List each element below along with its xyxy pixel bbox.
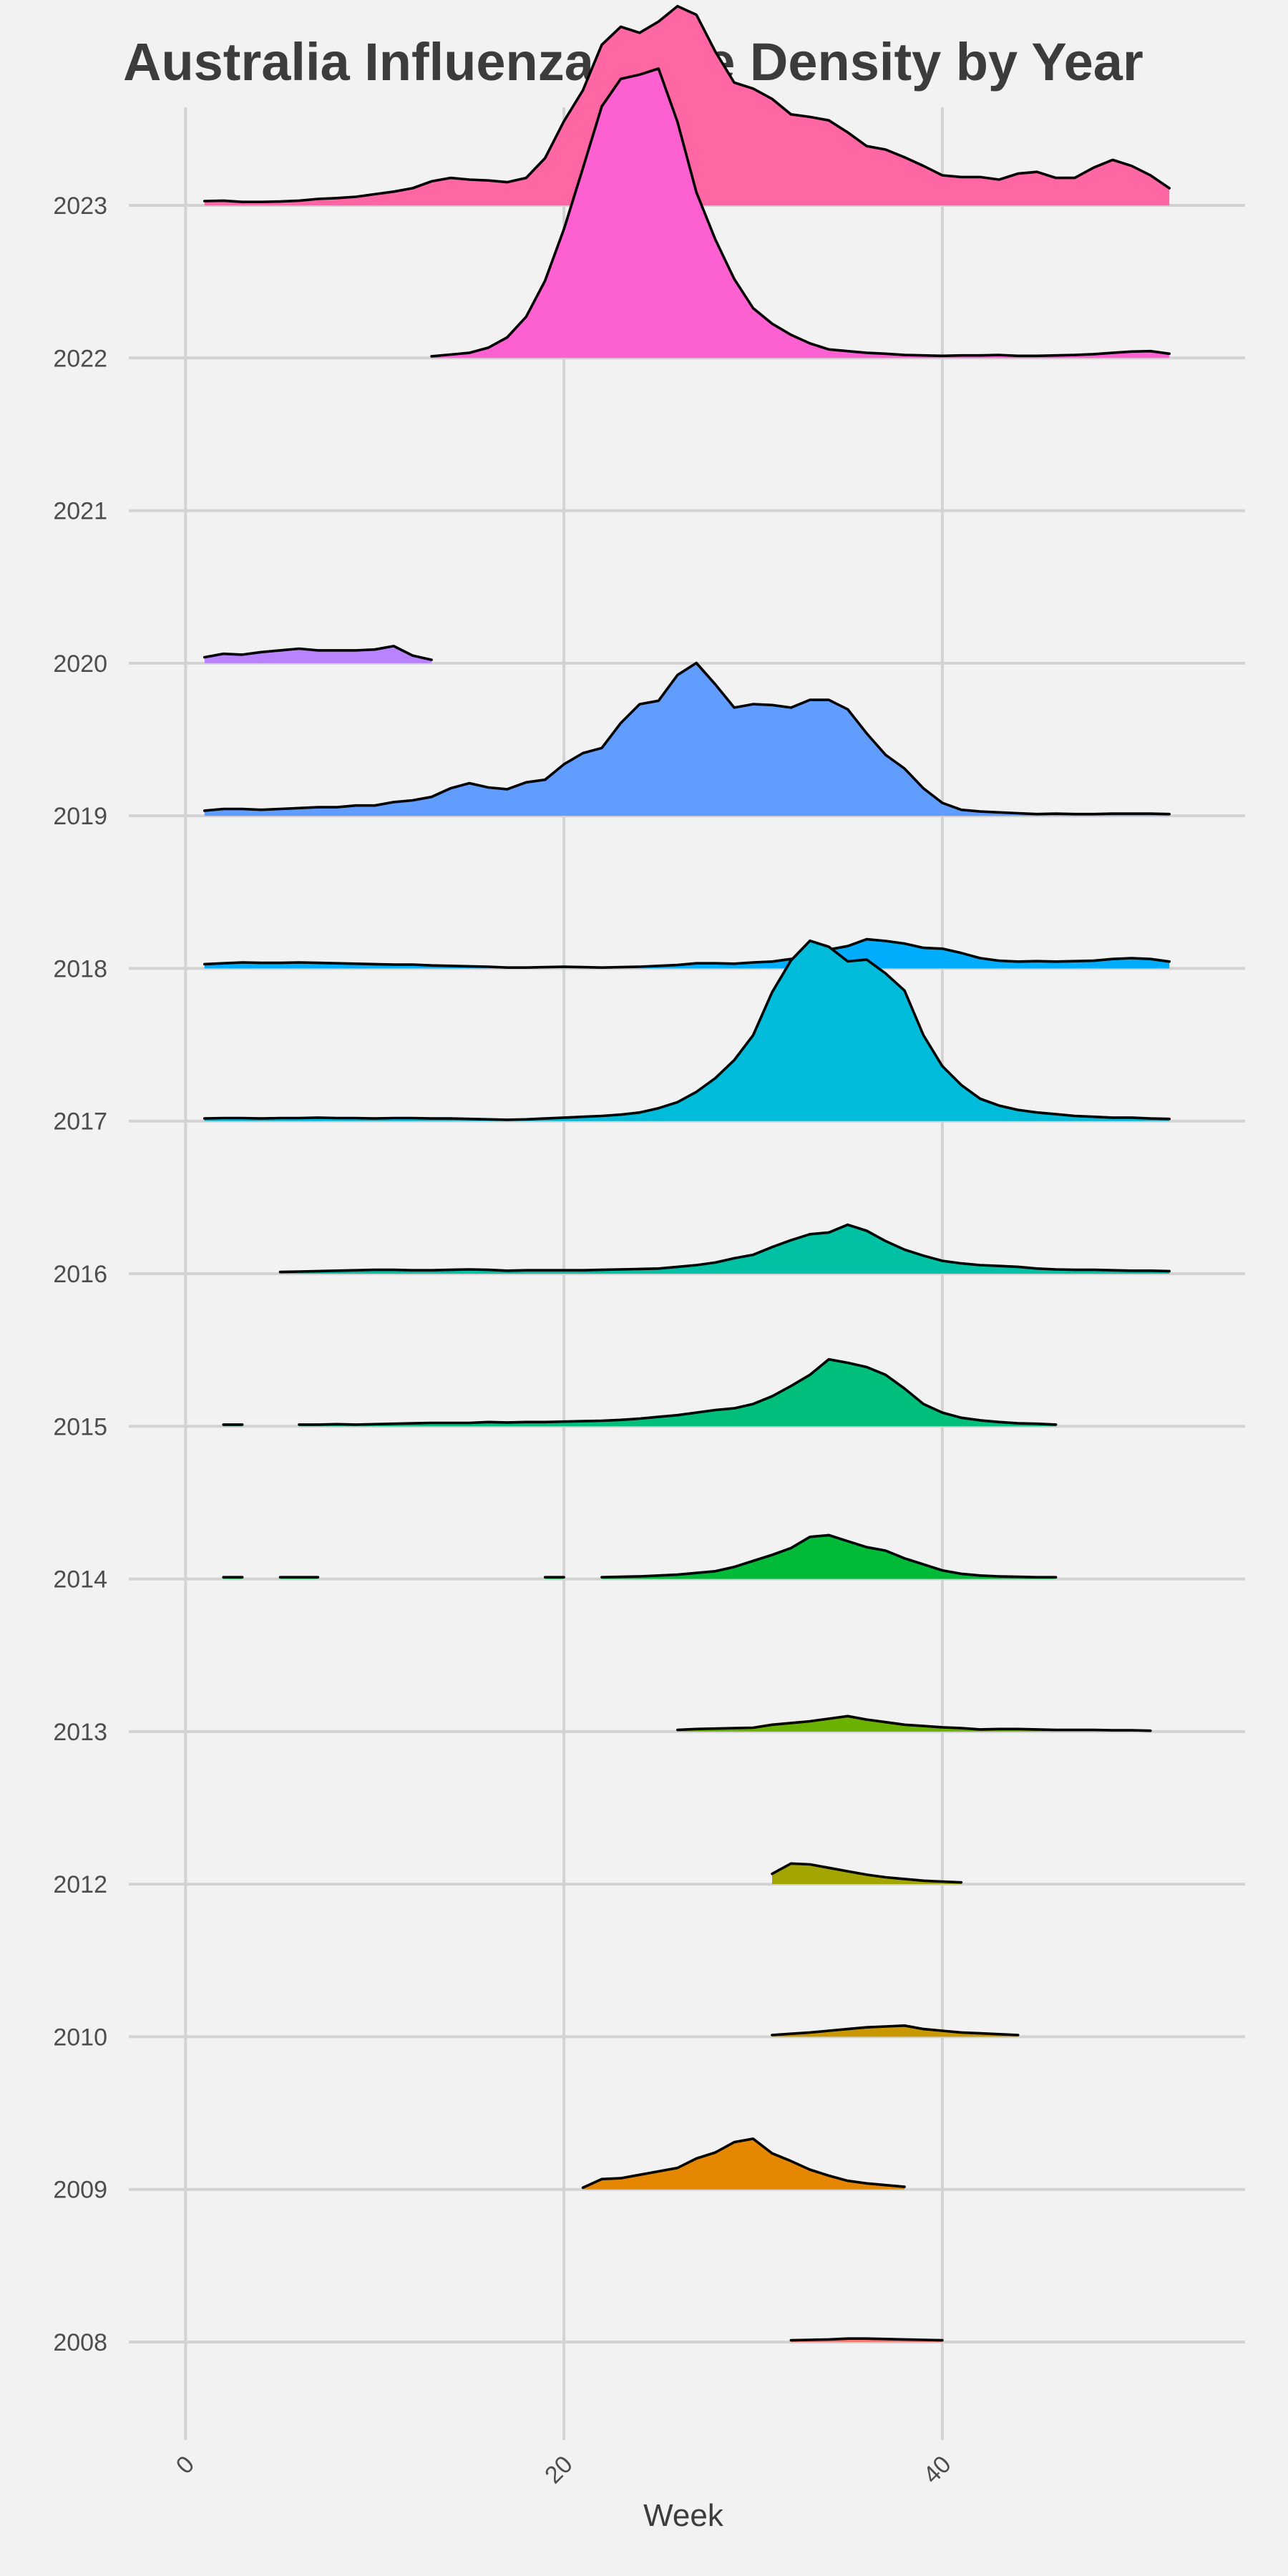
x-tick-label: 0: [171, 2451, 200, 2479]
y-tick-label: 2023: [53, 192, 107, 220]
y-tick-label: 2013: [53, 1719, 107, 1746]
y-tick-label: 2019: [53, 803, 107, 830]
ridge-area: [280, 1224, 1170, 1274]
ridge-area: [204, 939, 1170, 969]
ridge-line: [203, 937, 1171, 969]
y-tick-label: 2017: [53, 1108, 107, 1136]
y-tick-label: 2021: [53, 498, 107, 525]
ridge-line: [600, 1533, 1058, 1579]
x-tick-label: 20: [540, 2451, 578, 2489]
ridge-line: [298, 1357, 1058, 1426]
x-axis-label: Week: [643, 2498, 724, 2533]
ridge-line: [676, 1714, 1152, 1732]
ridge-line: [203, 645, 433, 661]
ridge-line: [581, 2137, 906, 2190]
ridge-2017: [203, 939, 1171, 1121]
ridge-2018: [203, 937, 1171, 969]
ridge-2019: [203, 661, 1171, 816]
ridge-line: [203, 939, 1171, 1121]
ridge-2012: [771, 1862, 963, 1885]
y-tick-label: 2008: [53, 2329, 107, 2356]
ridge-area: [204, 940, 1170, 1121]
ridge-2020: [203, 645, 433, 663]
ridge-2022: [430, 67, 1171, 358]
ridge-area: [582, 2138, 905, 2190]
y-tick-label: 2010: [53, 2024, 107, 2051]
ridge-area: [204, 6, 1170, 205]
ridge-2009: [581, 2137, 906, 2190]
ridge-2010: [771, 2024, 1020, 2037]
y-tick-label: 2022: [53, 345, 107, 372]
ridge-2008: [789, 2337, 944, 2342]
y-tick-label: 2015: [53, 1413, 107, 1440]
ridge-area: [677, 1716, 1151, 1732]
ridge-line: [771, 2024, 1020, 2036]
ridge-2016: [278, 1223, 1171, 1274]
ridge-area: [299, 1359, 1056, 1427]
y-tick-label: 2009: [53, 2177, 107, 2204]
x-tick-labels: 0 20 40: [171, 2451, 957, 2489]
ridge-line: [203, 661, 1171, 816]
y-tick-label: 2016: [53, 1261, 107, 1288]
x-tick-label: 40: [918, 2451, 957, 2489]
ridge-line: [278, 1223, 1171, 1274]
ridge-area: [431, 68, 1170, 358]
ridge-2015: [222, 1357, 1058, 1427]
y-tick-label: 2012: [53, 1871, 107, 1898]
ridge-line: [771, 1862, 963, 1884]
ridge-area: [772, 2025, 1018, 2037]
ridge-line: [789, 2337, 944, 2342]
ridge-area: [602, 1535, 1056, 1579]
ridge-area: [772, 1863, 962, 1885]
ridge-2014: [222, 1533, 1058, 1579]
y-tick-label: 2014: [53, 1566, 107, 1594]
ridge-line: [430, 67, 1171, 358]
ridges: [203, 4, 1171, 2342]
ridge-2023: [203, 4, 1171, 205]
y-tick-labels: 2008 2009 2010 2012 2013 2014 2015 2016 2017 2018…: [53, 192, 107, 2356]
ridge-line: [203, 4, 1171, 203]
ridge-2013: [676, 1714, 1152, 1732]
y-tick-label: 2020: [53, 650, 107, 678]
ridge-area: [204, 663, 1170, 816]
y-tick-label: 2018: [53, 955, 107, 982]
